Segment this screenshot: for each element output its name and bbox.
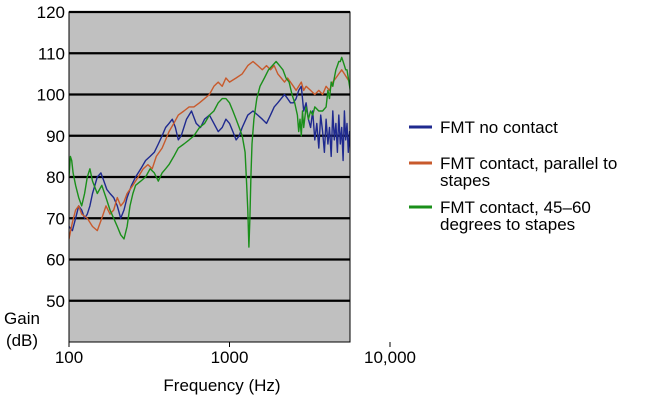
y-tick-label: 100: [37, 86, 65, 105]
y-tick-label: 90: [46, 127, 65, 146]
y-tick-label: 70: [46, 209, 65, 228]
x-tick-labels: 100 1000 10,000: [55, 342, 416, 367]
y-axis-title-line-1: Gain: [4, 309, 40, 328]
series-line-1: [69, 85, 350, 232]
y-tick-label: 120: [37, 3, 65, 22]
legend-label-2: FMT contact, parallel to: [440, 154, 617, 173]
series-line-3: [69, 56, 350, 248]
x-tick-label: 100: [55, 348, 83, 367]
plot-frame: [68, 11, 351, 343]
legend-label-3: FMT contact, 45–60: [440, 198, 591, 217]
x-tick-label: 10,000: [364, 348, 416, 367]
x-axis-title: Frequency (Hz): [163, 376, 280, 395]
y-tick-label: 50: [46, 292, 65, 311]
legend-label-3: degrees to stapes: [440, 215, 575, 234]
y-axis-title-line-2: (dB): [6, 331, 38, 350]
y-tick-labels: 50 60 70 80 90 100 110 120: [37, 3, 65, 311]
legend: FMT no contact FMT contact, parallel tost…: [409, 118, 617, 234]
legend-label-2: stapes: [440, 171, 490, 190]
y-tick-label: 80: [46, 168, 65, 187]
x-tick-label: 1000: [211, 348, 249, 367]
series-lines: [69, 56, 350, 248]
y-tick-label: 110: [38, 44, 65, 63]
y-tick-label: 60: [46, 251, 65, 270]
legend-label-1: FMT no contact: [440, 118, 558, 137]
series-line-2: [69, 60, 350, 240]
